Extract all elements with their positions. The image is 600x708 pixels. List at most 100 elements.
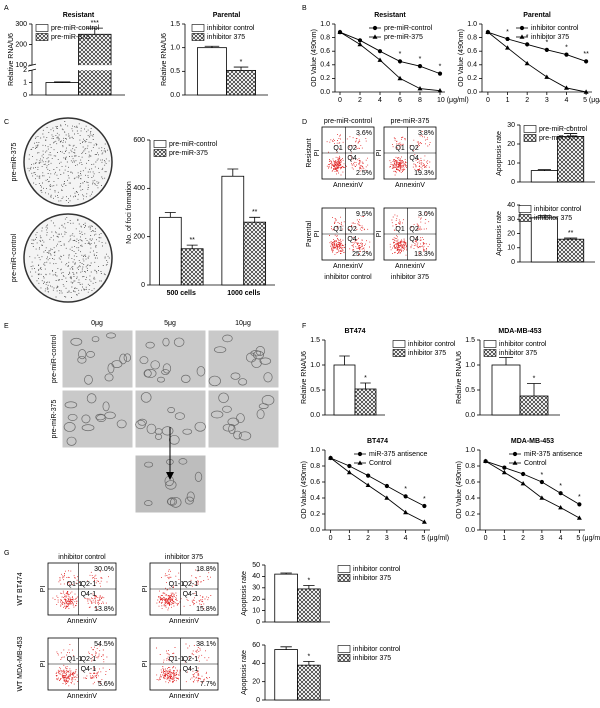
line (485, 460, 580, 505)
line (485, 460, 580, 519)
x-tick-label: 5 (μg/ml) (421, 535, 449, 542)
legend-label: inhibitor control (534, 206, 582, 213)
bar (354, 388, 377, 416)
marker (485, 29, 491, 34)
error-bar (227, 168, 239, 177)
x-tick-label: 4 (559, 535, 563, 542)
flow-percent: 5.6% (98, 681, 114, 688)
marker (384, 495, 390, 500)
significance: * (419, 56, 422, 63)
row-label: WT BT474 (17, 572, 24, 605)
y-tick-label: 1.0 (310, 447, 320, 454)
cell (222, 405, 232, 413)
cell (143, 369, 152, 378)
y-tick-label: 0 (511, 179, 515, 186)
cell (194, 421, 206, 432)
significance: * (541, 472, 544, 479)
cell (137, 418, 147, 426)
quadrant-label: Q1-1 (169, 581, 185, 588)
legend-label: pre-miR-375 (169, 150, 208, 157)
column-label: 0μg (91, 320, 103, 327)
marker (544, 74, 550, 79)
bar (243, 221, 267, 286)
marker (357, 38, 363, 43)
x-tick-label: 5 (μg/ml) (576, 535, 600, 542)
marker (377, 49, 383, 54)
error-bar (537, 215, 551, 218)
flow-percent: 25.2% (352, 251, 372, 258)
marker (417, 64, 423, 69)
row-label: pre-miR-control (51, 334, 58, 383)
column-title: inhibitor 375 (165, 554, 203, 561)
y-tick-label: 40 (507, 202, 515, 209)
marker (576, 515, 582, 520)
marker (564, 52, 569, 57)
x-tick-label: 0 (486, 97, 490, 104)
y-tick-label: 1.0 (465, 447, 475, 454)
bar (530, 217, 558, 263)
marker (521, 471, 526, 477)
line (330, 457, 425, 523)
significance: * (364, 375, 367, 382)
significance: * (506, 29, 509, 36)
legend-swatch (337, 654, 351, 662)
cell (166, 497, 176, 506)
y-tick-label: 1.0 (320, 21, 330, 28)
flow-events (55, 644, 110, 687)
x-tick-label: 0 (338, 97, 342, 104)
column-footer: inhibitor 375 (391, 274, 429, 281)
legend-swatch (191, 33, 205, 41)
x-tick-label: 3 (385, 535, 389, 542)
cell-image (61, 329, 134, 389)
x-tick-label: 1000 cells (227, 290, 260, 297)
significance: ** (252, 209, 258, 216)
legend-label: miR-375 antisence (369, 451, 427, 458)
y-tick-label: 0.0 (310, 527, 320, 534)
flow-percent: 30.0% (94, 566, 114, 573)
y-tick-label: 0.6 (465, 479, 475, 486)
y-tick-label: 1.5 (170, 21, 180, 28)
error-bar (564, 237, 578, 240)
arrow-head (166, 472, 174, 480)
y-tick-label: 20 (507, 141, 515, 148)
y-tick-label: 0 (141, 282, 145, 289)
error-bar (280, 646, 292, 650)
y-tick-label: 0.4 (467, 62, 477, 69)
significance: * (569, 125, 572, 132)
error-bar (280, 572, 292, 575)
significance: * (578, 494, 581, 501)
significance: * (404, 486, 407, 493)
cell (107, 363, 115, 374)
y-tick-label: 0.0 (465, 412, 475, 419)
y-tick-label: 10 (507, 160, 515, 167)
legend-marker (512, 451, 518, 457)
cell (140, 392, 152, 403)
y-axis-label: Relative RNA/U6 (301, 351, 308, 404)
marker (524, 60, 530, 66)
cell (145, 341, 155, 349)
quadrant-label: Q4 (347, 155, 356, 162)
cell (146, 423, 157, 435)
cell (252, 350, 264, 360)
x-tick-label: 2 (358, 97, 362, 104)
legend-label: inhibitor control (499, 341, 547, 348)
flow-percent: 18.8% (196, 566, 216, 573)
y-tick-label: 0.8 (467, 34, 477, 41)
marker (403, 509, 409, 515)
y-tick-label: 30 (252, 585, 260, 592)
legend-marker (519, 34, 525, 39)
marker (584, 59, 589, 64)
significance: ** (583, 51, 589, 58)
quadrant-label: Q1 (395, 145, 404, 152)
y-tick-label: 100 (15, 62, 27, 69)
quadrant-label: Q2 (347, 226, 356, 233)
row-label: Resistant (306, 138, 313, 167)
cell-image (207, 389, 280, 449)
significance: ** (189, 237, 195, 244)
significance: ** (568, 230, 574, 237)
bar (197, 47, 227, 96)
cell (156, 376, 165, 383)
bar (333, 364, 356, 416)
quadrant-label: Q1 (333, 226, 342, 233)
